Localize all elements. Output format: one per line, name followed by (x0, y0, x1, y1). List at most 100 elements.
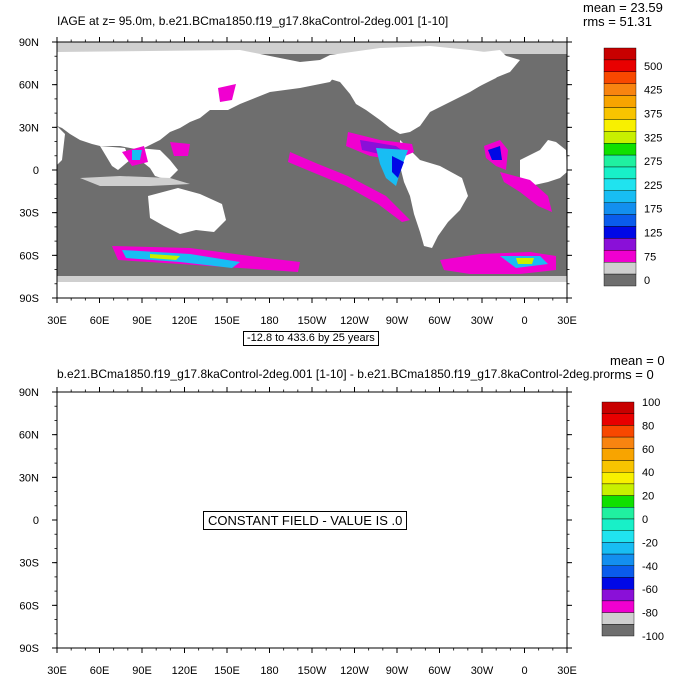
colorbar-label: 80 (642, 420, 654, 432)
colorbar-swatch (601, 448, 635, 461)
lon-tick-label: 90E (132, 665, 152, 677)
lat-tick-label: 30S (19, 208, 39, 220)
lon-tick-label: 30E (47, 665, 67, 677)
colorbar-label: 500 (644, 61, 662, 73)
lon-tick-label: 150E (214, 665, 240, 677)
panel2-constant-field-box: CONSTANT FIELD - VALUE IS .0 (203, 511, 408, 530)
colorbar-swatch (603, 47, 637, 61)
colorbar-label: 175 (644, 204, 662, 216)
colorbar-swatch (603, 238, 637, 251)
colorbar-label: -100 (642, 631, 664, 643)
lon-tick-label: 120E (172, 315, 198, 327)
land-seasia (138, 148, 178, 180)
panel1-lat-labels: 90N 60N 30N 0 30S 60S 90S (19, 37, 39, 305)
lat-tick-label: 0 (33, 515, 39, 527)
colorbar-swatch (601, 507, 635, 520)
lat-tick-label: 90S (19, 293, 39, 305)
colorbar-swatch (601, 472, 635, 485)
land-antarctica (57, 282, 567, 298)
land-eurasia (57, 50, 340, 150)
lon-tick-label: 0 (521, 665, 527, 677)
colorbar-swatch (603, 273, 637, 287)
colorbar-swatch (601, 553, 635, 566)
colorbar-swatch (601, 460, 635, 473)
lon-tick-label: 60W (428, 315, 451, 327)
colorbar-label: 225 (644, 180, 662, 192)
colorbar-label: 100 (642, 397, 660, 409)
lon-tick-label: 90W (386, 665, 409, 677)
colorbar-label: 40 (642, 467, 654, 479)
lon-tick-label: 180 (260, 315, 278, 327)
colorbar-swatch (601, 518, 635, 531)
lon-tick-label: 120W (340, 315, 369, 327)
lon-tick-label: 120E (172, 665, 198, 677)
colorbar-swatch (603, 166, 637, 180)
panel2-lat-labels: 90N 60N 30N 0 30S 60S 90S (19, 387, 39, 655)
colorbar-swatch (603, 107, 637, 120)
panel1-rms: rms = 51.31 (583, 14, 653, 29)
lon-tick-label: 150E (214, 315, 240, 327)
colorbar-swatch (603, 226, 637, 239)
colorbar-label: 0 (642, 514, 648, 526)
colorbar-label: -80 (642, 608, 658, 620)
colorbar-label: -60 (642, 584, 658, 596)
colorbar-label: 425 (644, 85, 662, 97)
panel1-colorbar: 500 425 375 325 275 225 175 125 75 0 (603, 47, 662, 287)
lat-tick-label: 90S (19, 643, 39, 655)
colorbar-swatch (603, 59, 637, 73)
lon-tick-label: 30W (471, 315, 494, 327)
colorbar-swatch (601, 612, 635, 625)
antarctic-margin (57, 276, 567, 285)
panel1-ticks (52, 37, 572, 303)
colorbar-swatch (601, 483, 635, 496)
panel2-colorbar: 100 80 60 40 20 0 -20 -40 -60 -80 -100 (601, 397, 664, 643)
colorbar-swatch (601, 589, 635, 602)
panel1-range-box: -12.8 to 433.6 by 25 years (243, 331, 379, 346)
lon-tick-label: 180 (260, 665, 278, 677)
colorbar-swatch (601, 495, 635, 508)
panel2-title: b.e21.BCma1850.f19_g17.8kaControl-2deg.0… (57, 367, 611, 381)
lon-tick-label: 30E (47, 315, 67, 327)
colorbar-swatch (603, 178, 637, 191)
colorbar-swatch (603, 95, 637, 108)
panel1-map-field (57, 42, 567, 298)
colorbar-swatch (603, 119, 637, 132)
lat-tick-label: 60N (19, 80, 39, 92)
lat-tick-label: 0 (33, 165, 39, 177)
land-greenland (448, 50, 512, 88)
lat-tick-label: 30S (19, 558, 39, 570)
colorbar-swatch (601, 565, 635, 578)
lon-tick-label: 150W (298, 315, 327, 327)
panel1-mean: mean = 23.59 (583, 0, 663, 15)
lat-tick-label: 60N (19, 430, 39, 442)
colorbar-label: 20 (642, 491, 654, 503)
panel2-rms: rms = 0 (610, 367, 654, 382)
colorbar-swatch (601, 577, 635, 590)
colorbar-label: 0 (644, 275, 650, 287)
colorbar-swatch (603, 262, 637, 275)
colorbar-swatch (603, 71, 637, 84)
lat-tick-label: 60S (19, 250, 39, 262)
colorbar-label: 375 (644, 108, 662, 120)
lon-tick-label: 0 (521, 315, 527, 327)
colorbar-swatch (601, 542, 635, 555)
colorbar-swatch (601, 600, 635, 613)
lon-tick-label: 30E (557, 665, 577, 677)
land-samerica (400, 140, 468, 248)
panel1-title: IAGE at z= 95.0m, b.e21.BCma1850.f19_g17… (57, 14, 449, 28)
colorbar-swatch (603, 83, 637, 96)
colorbar-swatch (601, 413, 635, 426)
land-australia (148, 188, 226, 234)
colorbar-swatch (601, 530, 635, 543)
lat-tick-label: 30N (19, 122, 39, 134)
colorbar-swatch (601, 401, 635, 414)
colorbar-swatch (603, 190, 637, 203)
colorbar-swatch (601, 436, 635, 450)
colorbar-swatch (601, 624, 635, 637)
colorbar-swatch (603, 214, 637, 227)
colorbar-swatch (601, 425, 635, 438)
panel1-lon-labels: 30E 60E 90E 120E 150E 180 150W 120W 90W 60W 30W 0 30… (47, 315, 577, 327)
age-plumes (80, 84, 556, 274)
colorbar-label: -40 (642, 561, 658, 573)
colorbar-swatch (603, 154, 637, 168)
